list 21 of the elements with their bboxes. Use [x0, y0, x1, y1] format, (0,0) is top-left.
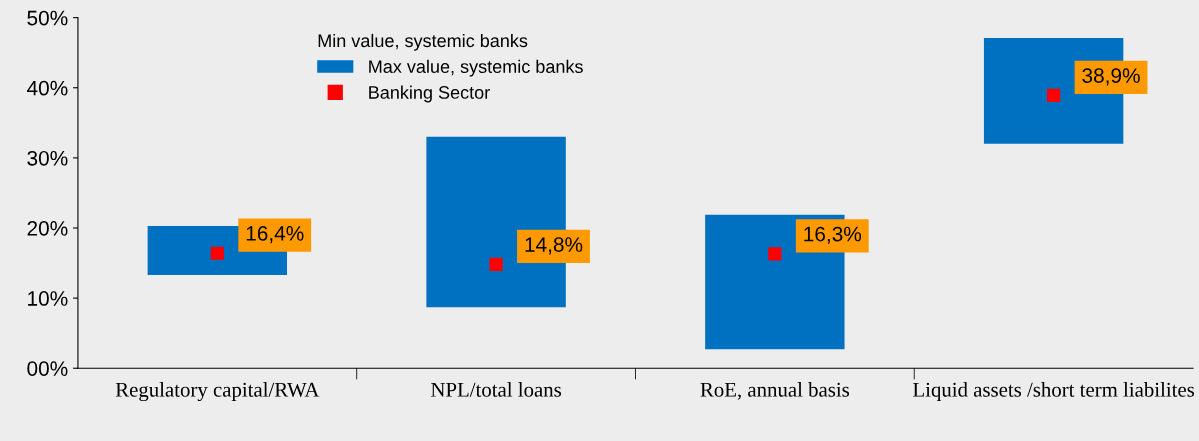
legend-label: Max value, systemic banks — [369, 59, 583, 77]
y-tick-label: 10% — [28, 291, 68, 306]
point — [1047, 88, 1061, 103]
data-label: 16,3% — [804, 226, 862, 244]
y-tick-label: 40% — [27, 80, 68, 96]
legend-title: Min value, systemic banks — [318, 33, 528, 51]
x-tick-label: NPL/total loans — [431, 382, 562, 397]
y-tick-label: 00% — [27, 361, 68, 376]
y-tick-label: 20% — [27, 221, 68, 236]
legend-label: Banking Sector — [369, 85, 490, 103]
x-tick-label: Liquid assets /short term liabilites — [913, 382, 1195, 402]
point — [489, 257, 503, 272]
x-tick-label: RoE, annual basis — [700, 382, 850, 400]
point — [210, 246, 224, 260]
y-tick-label: 30% — [27, 150, 68, 166]
data-label: 14,8% — [525, 237, 583, 255]
data-label: 16,4% — [246, 225, 304, 244]
data-label: 38,9% — [1082, 68, 1140, 86]
x-tick-label: Regulatory capital/RWA — [115, 382, 320, 402]
y-tick-label: 50% — [27, 10, 68, 26]
point — [768, 247, 782, 261]
